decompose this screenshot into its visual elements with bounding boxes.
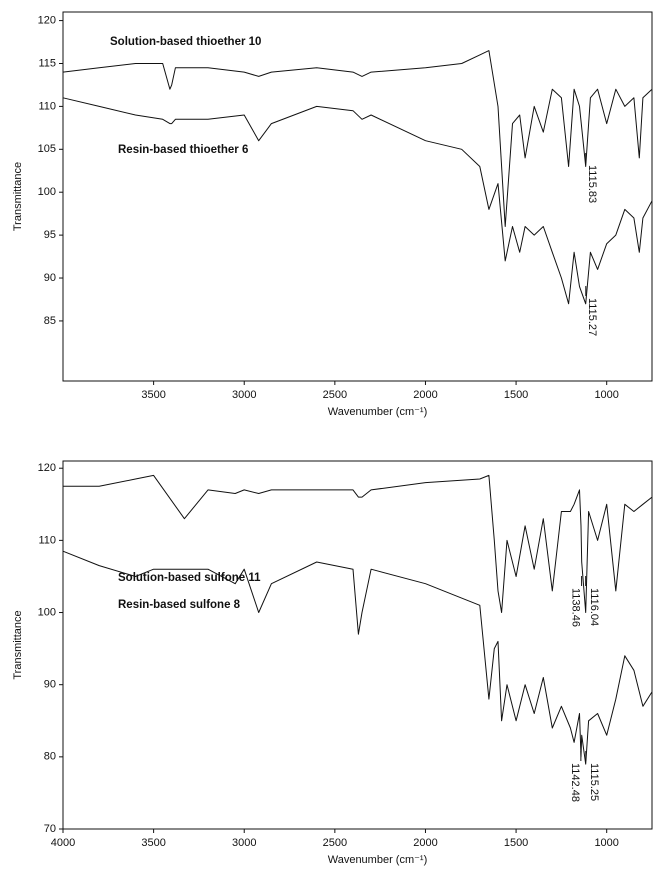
y-tick-label: 120 [38,462,56,474]
x-axis-title: Wavenumber (cm⁻¹) [328,854,428,866]
y-tick-label: 105 [38,143,56,155]
y-tick-label: 110 [38,534,56,546]
y-tick-label: 115 [38,57,56,69]
y-tick-label: 90 [44,679,56,691]
series-label: Solution-based thioether 10 [110,36,261,48]
annotation: 1138.46 [570,588,582,627]
annotation: 1116.04 [588,588,600,626]
x-tick-label: 3500 [141,389,165,401]
plot-frame [62,11,653,382]
y-tick-label: 100 [38,606,56,618]
y-tick-label: 85 [44,315,56,327]
x-tick-label: 1000 [594,389,618,401]
series-label: Resin-based sulfone 8 [118,599,241,611]
x-tick-label: 2500 [323,837,347,849]
y-tick-label: 95 [44,229,56,241]
plot-frame [62,460,653,830]
x-tick-label: 1000 [594,837,618,849]
x-tick-label: 3000 [232,389,256,401]
x-tick-label: 1500 [504,389,528,401]
y-tick-label: 70 [44,823,56,835]
series-label: Resin-based thioether 6 [118,144,248,156]
x-tick-label: 3000 [232,837,256,849]
annotation: 1115.27 [586,298,598,336]
annotation: 1142.48 [569,763,581,802]
x-tick-label: 4000 [51,837,75,849]
x-tick-label: 3500 [141,837,165,849]
y-tick-label: 80 [44,751,56,763]
annotation: 1115.83 [586,165,598,203]
x-tick-label: 2000 [413,389,437,401]
y-axis-title: Transmittance [12,610,24,679]
series-label: Solution-based sulfone 11 [118,572,261,584]
spectrum-line [63,474,653,613]
x-axis-title: Wavenumber (cm⁻¹) [328,406,428,418]
y-tick-label: 110 [38,100,56,112]
y-tick-label: 100 [38,186,56,198]
x-tick-label: 1500 [504,837,528,849]
spectrum-line [62,50,653,227]
y-tick-label: 120 [38,14,56,26]
annotation: 1115.25 [588,763,600,801]
x-tick-label: 2000 [413,837,437,849]
x-tick-label: 2500 [323,389,347,401]
y-axis-title: Transmittance [12,162,24,231]
spectrum-line [62,550,653,765]
y-tick-label: 90 [44,272,56,284]
spectrum-line [62,97,653,305]
